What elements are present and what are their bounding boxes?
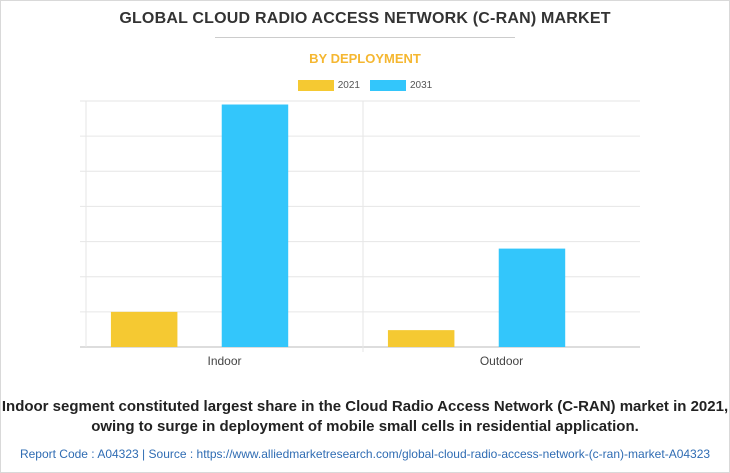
legend-swatch-2021: [297, 80, 334, 91]
bar-indoor-2021: [110, 311, 178, 347]
legend-item-2021[interactable]: 2021: [297, 80, 360, 91]
legend: 2021 2031: [0, 80, 730, 91]
footer: Report Code : A04323 | Source : https://…: [0, 447, 730, 461]
legend-label-2021: 2021: [337, 80, 360, 91]
legend-swatch-2031: [370, 80, 406, 91]
x-tick-label-outdoor: Outdoor: [480, 354, 523, 368]
chart-caption: Indoor segment constituted largest share…: [1, 398, 729, 435]
bar-outdoor-2021: [387, 330, 455, 347]
x-tick-label-indoor: Indoor: [207, 354, 241, 368]
chart-subtitle: BY DEPLOYMENT: [309, 51, 421, 66]
source-link[interactable]: Source : https://www.alliedmarketresearc…: [148, 447, 711, 461]
title-divider: [215, 37, 515, 38]
bar-indoor-2031: [221, 104, 289, 347]
legend-label-2031: 2031: [410, 80, 433, 91]
footer-separator: |: [142, 447, 146, 461]
chart-title: GLOBAL CLOUD RADIO ACCESS NETWORK (C-RAN…: [119, 10, 611, 27]
legend-item-2031[interactable]: 2031: [370, 80, 432, 91]
report-code: Report Code : A04323: [19, 447, 139, 461]
bar-chart: Indoor Outdoor: [80, 100, 640, 368]
bar-outdoor-2031: [498, 248, 566, 347]
